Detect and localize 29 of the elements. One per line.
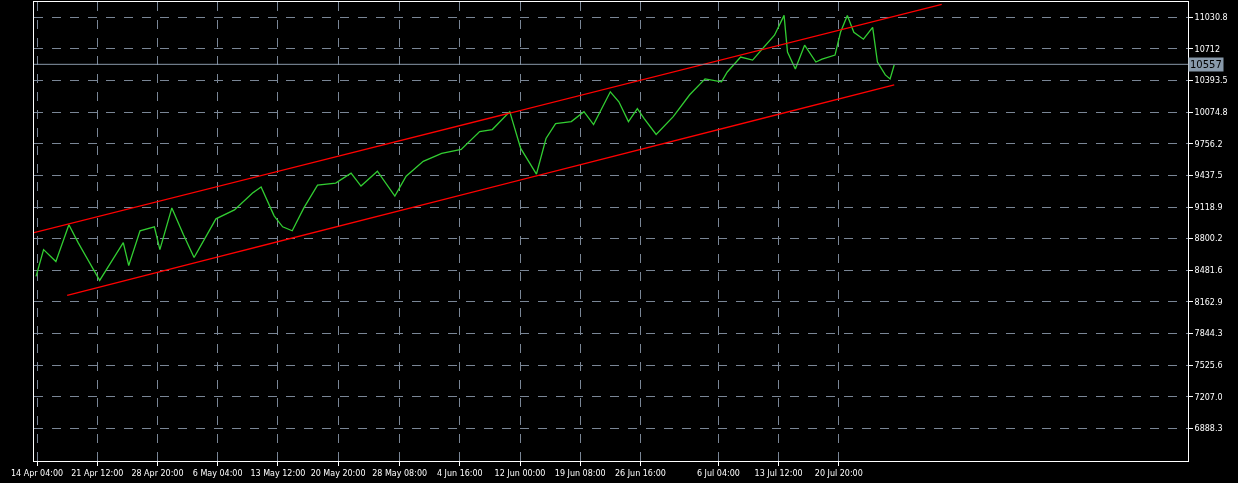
x-tick-label: 20 May 20:00 (310, 468, 366, 478)
x-tick-label: 26 Jun 16:00 (615, 468, 666, 478)
x-tick-label: 6 Jul 04:00 (696, 468, 740, 478)
y-tick-label: 8800.2 (1194, 234, 1223, 244)
y-tick-label: 9118.9 (1194, 202, 1223, 212)
y-tick-label: 9756.2 (1194, 139, 1223, 149)
x-tick-label: 20 Jul 20:00 (814, 468, 863, 478)
x-tick-label: 13 Jul 12:00 (754, 468, 803, 478)
x-tick-label: 21 Apr 12:00 (71, 468, 124, 478)
x-tick-label: 4 Jun 16:00 (436, 468, 483, 478)
y-tick-label: 8162.9 (1194, 297, 1223, 307)
y-tick-label: 6888.3 (1194, 424, 1223, 434)
y-tick-label: 9437.5 (1194, 171, 1223, 181)
y-tick-label: 10393.5 (1194, 76, 1228, 86)
y-tick-label: 11030.8 (1194, 13, 1228, 23)
y-tick-label: 10712 (1194, 44, 1221, 54)
y-tick-label: 10074.8 (1194, 107, 1228, 117)
y-tick-label: 7525.6 (1194, 360, 1223, 370)
x-tick-label: 19 Jun 08:00 (554, 468, 606, 478)
x-tick-label: 6 May 04:00 (192, 468, 243, 478)
x-tick-label: 28 Apr 20:00 (131, 468, 184, 478)
y-tick-label: 7207.0 (1194, 392, 1223, 402)
x-tick-label: 28 May 08:00 (372, 468, 428, 478)
x-tick-label: 14 Apr 04:00 (10, 468, 64, 478)
x-tick-label: 13 May 12:00 (250, 468, 306, 478)
ref-line-label: 10557 (1190, 59, 1222, 70)
y-tick-label: 7844.3 (1194, 329, 1223, 339)
y-tick-label: 8481.6 (1194, 266, 1223, 276)
x-tick-label: 12 Jun 00:00 (494, 468, 546, 478)
